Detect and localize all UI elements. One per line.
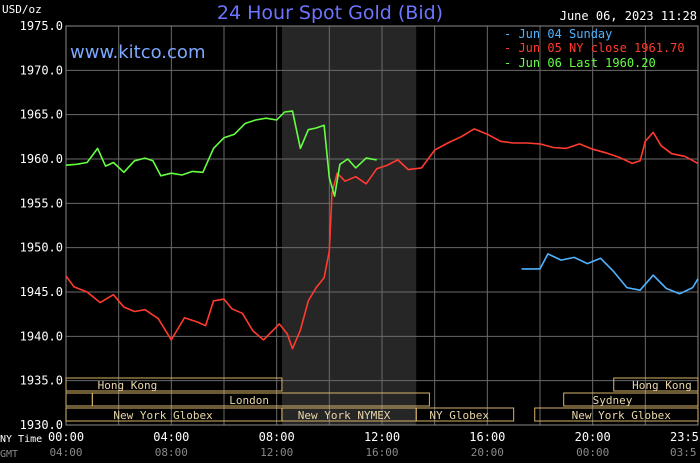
- session-label: London: [229, 394, 269, 407]
- session-box: [534, 407, 699, 422]
- watermark-logo: www.kitco.com: [70, 42, 205, 63]
- x-tick-label-gmt: 04:00: [49, 446, 82, 459]
- x-tick-labels: 00:00 04:00 04:00 08:00 08:00 12:00 12:00 16:00…: [48, 430, 699, 459]
- session-box: [613, 377, 699, 392]
- nymex-session-shade: [281, 26, 417, 425]
- y-tick-label: 1940.0: [20, 329, 63, 343]
- price-series: [65, 110, 699, 350]
- gridlines: [65, 25, 699, 426]
- x-tick-label-gmt: 12:00: [260, 446, 293, 459]
- y-tick-label: 1945.0: [20, 285, 63, 299]
- y-tick-label: 1935.0: [20, 374, 63, 388]
- x-tick-label-ny: 04:00: [153, 430, 189, 444]
- session-box: [91, 392, 430, 407]
- y-tick-label: 1950.0: [20, 241, 63, 255]
- session-box: [65, 392, 93, 407]
- session-label: New York Globex: [572, 409, 672, 422]
- x-tick-label-gmt: 16:00: [365, 446, 398, 459]
- y-unit-label: USD/oz: [2, 3, 42, 16]
- y-tick-label: 1975.0: [20, 19, 63, 33]
- x-tick-label-ny: 08:00: [259, 430, 295, 444]
- chart-title: 24 Hour Spot Gold (Bid): [217, 2, 443, 24]
- x-tick-label-gmt: 20:00: [471, 446, 504, 459]
- series-line: [521, 253, 699, 295]
- x-tick-label-gmt: 00:00: [576, 446, 609, 459]
- plot-border: [65, 25, 699, 426]
- session-box: [65, 377, 283, 392]
- y-tick-label: 1970.0: [20, 63, 63, 77]
- x-tick-label-ny: 20:00: [575, 430, 611, 444]
- gmt-label: GMT: [0, 449, 18, 460]
- x-tick-label-ny: 16:00: [469, 430, 505, 444]
- legend-jun04: - Jun 04 Sunday: [504, 27, 612, 41]
- x-tick-label-ny: 12:00: [364, 430, 400, 444]
- y-tick-labels: 1975.0 1970.0 1965.0 1960.0 1955.0 1950.0 1945…: [20, 19, 63, 432]
- session-box: [415, 407, 515, 422]
- legend-jun05: - Jun 05 NY close 1961.70: [504, 41, 685, 55]
- x-tick-label-ny: 23:5: [670, 430, 699, 444]
- y-tick-label: 1930.0: [20, 418, 63, 432]
- legend: - Jun 04 Sunday - Jun 05 NY close 1961.7…: [504, 27, 685, 70]
- session-label: NY Globex: [429, 409, 489, 422]
- session-box: [563, 392, 699, 407]
- session-label: Hong Kong: [632, 379, 692, 392]
- y-tick-label: 1955.0: [20, 196, 63, 210]
- x-tick-label-gmt: 03:5: [670, 446, 697, 459]
- legend-jun06: - Jun 06 Last 1960.20: [504, 56, 656, 70]
- series-line: [65, 128, 699, 350]
- session-label: Sydney: [593, 394, 633, 407]
- series-line: [65, 110, 377, 197]
- x-tick-label-ny: 00:00: [48, 430, 84, 444]
- session-label: New York Globex: [113, 409, 213, 422]
- y-tick-label: 1960.0: [20, 152, 63, 166]
- session-label: New York NYMEX: [298, 409, 391, 422]
- timestamp: June 06, 2023 11:28: [560, 9, 697, 23]
- ny-time-label: NY Time: [0, 434, 42, 445]
- market-sessions: Hong Kong Hong Kong London Sydney New York G…: [65, 377, 699, 422]
- session-label: Hong Kong: [98, 379, 158, 392]
- x-tick-label-gmt: 08:00: [155, 446, 188, 459]
- y-tick-label: 1965.0: [20, 108, 63, 122]
